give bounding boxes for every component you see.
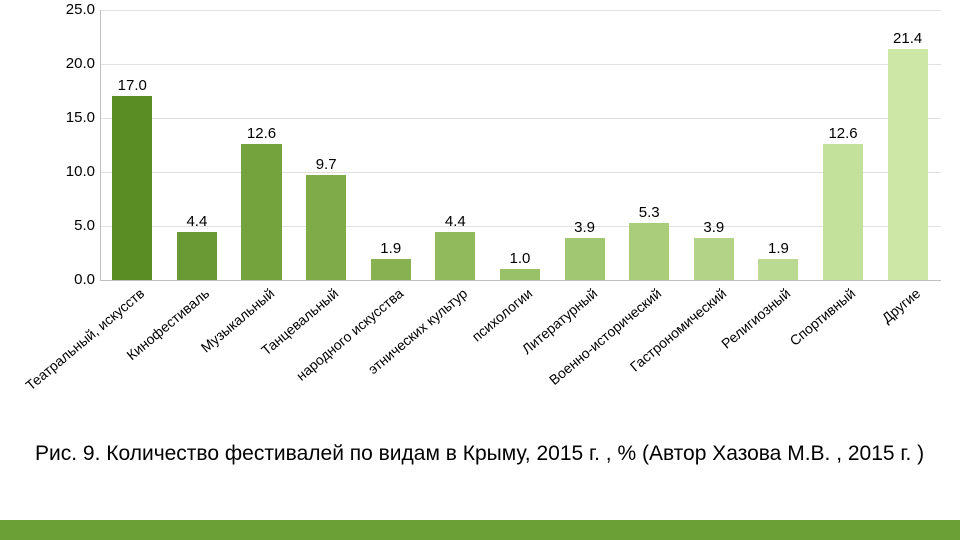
bar-value-label: 12.6: [828, 125, 857, 142]
bar-value-label: 12.6: [247, 125, 276, 142]
bar-value-label: 3.9: [574, 219, 595, 236]
bar: 21.4: [888, 49, 928, 280]
bar: 1.9: [371, 259, 411, 280]
figure-caption: Рис. 9. Количество фестивалей по видам в…: [35, 440, 925, 468]
bar-value-label: 1.9: [768, 240, 789, 257]
bar-chart: 0.0 5.0 10.0 15.0 20.0 25.0 17.0 4.4 12.6 9.7 1.9…: [0, 0, 960, 430]
bar: 5.3: [629, 223, 669, 280]
y-tick-label: 20.0: [60, 55, 95, 72]
bar: 4.4: [177, 232, 217, 280]
bar-value-label: 21.4: [893, 30, 922, 47]
bar-value-label: 5.3: [639, 204, 660, 221]
bar-value-label: 3.9: [703, 219, 724, 236]
bar: 3.9: [694, 238, 734, 280]
bar-value-label: 4.4: [445, 213, 466, 230]
bar: 9.7: [306, 175, 346, 280]
y-tick-label: 15.0: [60, 109, 95, 126]
bar: 1.9: [758, 259, 798, 280]
bar: 3.9: [565, 238, 605, 280]
bar: 1.0: [500, 269, 540, 280]
y-tick-label: 10.0: [60, 163, 95, 180]
bar: 12.6: [823, 144, 863, 280]
bars-container: 17.0 4.4 12.6 9.7 1.9 4.4 1.0 3.9 5.3 3.9 1.9 12.6 2…: [100, 10, 940, 280]
accent-band: [0, 520, 960, 540]
bar-value-label: 1.0: [510, 250, 531, 267]
bar-value-label: 17.0: [118, 77, 147, 94]
bar: 17.0: [112, 96, 152, 280]
bar: 12.6: [241, 144, 281, 280]
y-tick-label: 5.0: [60, 217, 95, 234]
bar-value-label: 9.7: [316, 156, 337, 173]
bar-value-label: 4.4: [186, 213, 207, 230]
bar-value-label: 1.9: [380, 240, 401, 257]
y-tick-label: 25.0: [60, 1, 95, 18]
bar: 4.4: [435, 232, 475, 280]
y-tick-label: 0.0: [60, 271, 95, 288]
